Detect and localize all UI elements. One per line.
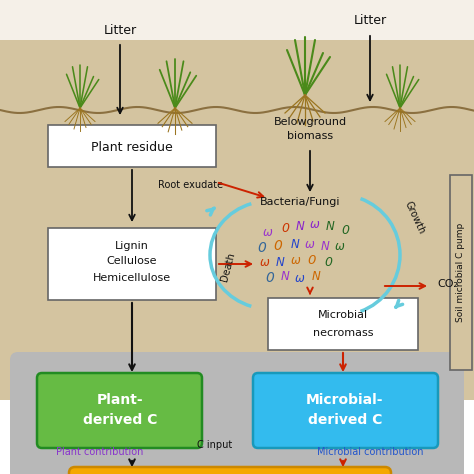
Text: 0: 0 [324,255,332,268]
FancyBboxPatch shape [10,352,464,474]
Text: Microbial-: Microbial- [306,393,384,407]
Text: ω: ω [310,218,320,230]
Text: 0: 0 [265,271,274,285]
Text: 0: 0 [308,254,316,266]
Text: Soil microbial C pump: Soil microbial C pump [456,222,465,322]
Text: N: N [296,219,304,233]
Text: Belowground: Belowground [273,117,346,127]
Text: CO₂: CO₂ [438,279,458,289]
FancyBboxPatch shape [48,125,216,167]
FancyBboxPatch shape [0,0,474,400]
FancyBboxPatch shape [48,228,216,300]
Text: 0: 0 [273,239,283,253]
Text: derived C: derived C [83,413,157,427]
Text: N: N [281,270,289,283]
Text: N: N [291,237,300,250]
FancyBboxPatch shape [69,467,391,474]
Text: Plant contribution: Plant contribution [56,447,144,457]
Text: Microbial: Microbial [318,310,368,320]
Text: Growth: Growth [403,200,427,236]
Text: derived C: derived C [308,413,382,427]
Text: Plant residue: Plant residue [91,140,173,154]
FancyBboxPatch shape [268,298,418,350]
Text: necromass: necromass [313,328,373,338]
FancyBboxPatch shape [450,175,472,370]
Text: C input: C input [197,440,233,450]
Text: Death: Death [219,251,237,283]
Text: Bacteria/Fungi: Bacteria/Fungi [260,197,340,207]
FancyBboxPatch shape [0,400,474,474]
Text: ω: ω [291,254,301,266]
Text: Litter: Litter [103,24,137,36]
Text: Litter: Litter [354,13,387,27]
Text: 0: 0 [257,241,266,255]
Text: 0: 0 [341,224,349,237]
Text: Lignin: Lignin [115,241,149,251]
Text: Plant-: Plant- [97,393,143,407]
Text: N: N [320,239,329,253]
Text: ω: ω [295,272,305,284]
Text: 0: 0 [281,221,289,235]
Text: biomass: biomass [287,131,333,141]
Text: ω: ω [305,237,315,250]
Text: Root exudate: Root exudate [158,180,223,190]
Text: Hemicellulose: Hemicellulose [93,273,171,283]
Text: N: N [275,255,284,268]
Text: Microbial contribution: Microbial contribution [317,447,423,457]
FancyBboxPatch shape [37,373,202,448]
Text: N: N [326,219,334,233]
Text: ω: ω [263,226,273,238]
Text: Cellulose: Cellulose [107,256,157,266]
Text: ω: ω [260,255,270,268]
Text: N: N [311,270,320,283]
Text: ω: ω [335,239,345,253]
FancyBboxPatch shape [253,373,438,448]
FancyBboxPatch shape [0,0,474,40]
